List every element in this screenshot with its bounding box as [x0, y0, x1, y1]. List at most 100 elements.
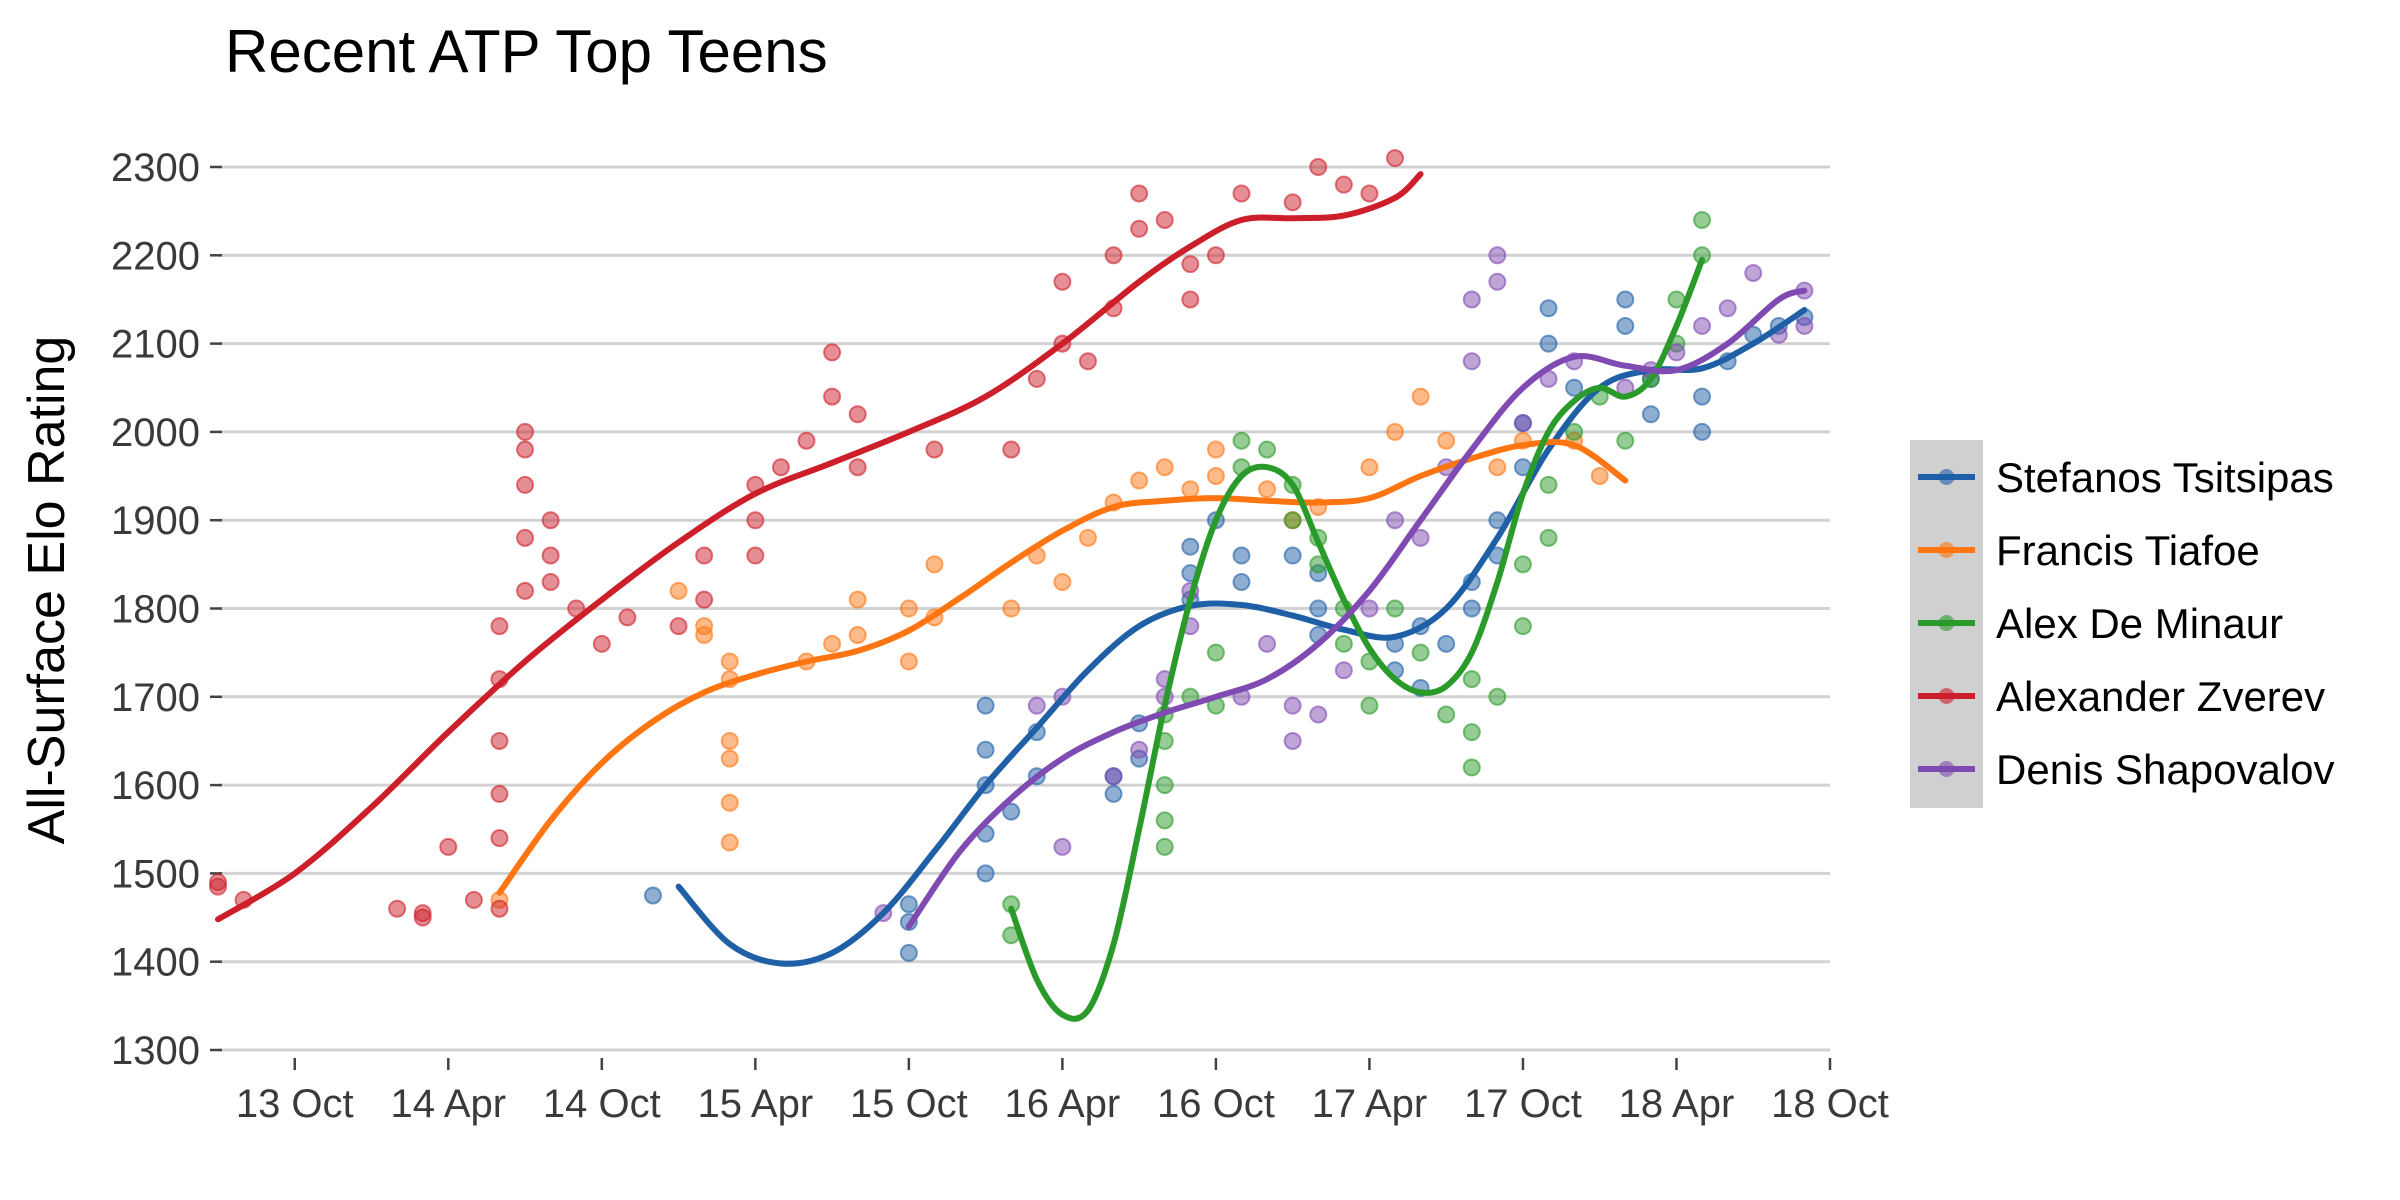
x-tick-label-2015-10: 15 Oct — [850, 1082, 968, 1126]
point-stefanos-tsitsipas-5 — [976, 740, 995, 759]
point-alexander-zverev-49 — [1181, 290, 1200, 309]
point-alexander-zverev-15 — [516, 440, 535, 459]
point-francis-tiafoe-34 — [1437, 431, 1456, 450]
point-alexander-zverev-34 — [823, 343, 842, 362]
chart-title: Recent ATP Top Teens — [225, 18, 828, 85]
point-alex-de-minaur-25 — [1462, 723, 1481, 742]
point-alex-de-minaur-5 — [1155, 811, 1174, 830]
point-alexander-zverev-17 — [516, 528, 535, 547]
point-alexander-zverev-32 — [797, 431, 816, 450]
point-denis-shapovalov-13 — [1283, 731, 1302, 750]
trend-line-stefanos-tsitsipas — [675, 307, 1808, 967]
legend-label-stefanos-tsitsipas: Stefanos Tsitsipas — [1996, 454, 2334, 501]
point-francis-tiafoe-6 — [720, 731, 739, 750]
point-denis-shapovalov-23 — [1488, 272, 1507, 291]
point-denis-shapovalov-3 — [1053, 837, 1072, 856]
point-stefanos-tsitsipas-30 — [1437, 634, 1456, 653]
x-tick-label-2018-04: 18 Apr — [1619, 1082, 1735, 1126]
legend-label-denis-shapovalov: Denis Shapovalov — [1996, 746, 2335, 793]
point-francis-tiafoe-21 — [1078, 528, 1097, 547]
point-stefanos-tsitsipas-13 — [1104, 784, 1123, 803]
point-denis-shapovalov-14 — [1309, 705, 1328, 724]
point-alex-de-minaur-14 — [1283, 511, 1302, 530]
y-tick-label-2300: 2300 — [111, 146, 200, 190]
point-alexander-zverev-45 — [1130, 219, 1149, 238]
point-francis-tiafoe-16 — [925, 555, 944, 574]
point-alexander-zverev-38 — [1002, 440, 1021, 459]
y-tick-label-2100: 2100 — [111, 323, 200, 367]
point-alex-de-minaur-11 — [1232, 431, 1251, 450]
point-francis-tiafoe-15 — [899, 652, 918, 671]
point-stefanos-tsitsipas-3 — [899, 943, 918, 962]
point-alex-de-minaur-30 — [1539, 528, 1558, 547]
point-francis-tiafoe-4 — [720, 652, 739, 671]
point-stefanos-tsitsipas-45 — [1693, 387, 1712, 406]
y-tick-label-1600: 1600 — [111, 764, 200, 808]
point-alexander-zverev-1 — [209, 877, 227, 896]
point-alexander-zverev-20 — [541, 546, 560, 565]
legend-key-point-alex-de-minaur — [1938, 615, 1955, 631]
x-tick-label-2015-04: 15 Apr — [698, 1082, 814, 1126]
point-alexander-zverev-19 — [541, 511, 560, 530]
y-tick-label-2000: 2000 — [111, 411, 200, 455]
trend-line-alexander-zverev — [215, 171, 1424, 923]
point-stefanos-tsitsipas-20 — [1232, 546, 1251, 565]
trend-line-francis-tiafoe — [496, 438, 1629, 896]
point-alexander-zverev-23 — [592, 634, 611, 653]
point-alexander-zverev-56 — [1386, 149, 1405, 168]
y-tick-label-1800: 1800 — [111, 588, 200, 632]
y-tick-label-1400: 1400 — [111, 941, 200, 985]
point-alex-de-minaur-22 — [1411, 643, 1430, 662]
point-francis-tiafoe-23 — [1130, 471, 1149, 490]
point-stefanos-tsitsipas-0 — [643, 886, 662, 905]
point-francis-tiafoe-26 — [1206, 467, 1225, 486]
x-tick-label-2018-10: 18 Oct — [1771, 1082, 1889, 1126]
y-tick-label-1300: 1300 — [111, 1029, 200, 1073]
point-alexander-zverev-25 — [669, 617, 688, 636]
trend-line-denis-shapovalov — [905, 287, 1808, 930]
point-alexander-zverev-42 — [1078, 352, 1097, 371]
legend-label-francis-tiafoe: Francis Tiafoe — [1996, 527, 2260, 574]
point-denis-shapovalov-11 — [1258, 634, 1277, 653]
point-alex-de-minaur-26 — [1462, 758, 1481, 777]
data-points — [209, 149, 1814, 962]
point-alexander-zverev-8 — [490, 899, 509, 918]
point-denis-shapovalov-31 — [1718, 299, 1737, 318]
legend-label-alex-de-minaur: Alex De Minaur — [1996, 600, 2283, 647]
point-alexander-zverev-33 — [823, 387, 842, 406]
point-francis-tiafoe-24 — [1155, 458, 1174, 477]
point-alexander-zverev-18 — [516, 581, 535, 600]
point-francis-tiafoe-3 — [695, 625, 714, 644]
point-stefanos-tsitsipas-24 — [1309, 599, 1328, 618]
point-alexander-zverev-26 — [695, 546, 714, 565]
point-denis-shapovalov-20 — [1462, 352, 1481, 371]
point-alexander-zverev-43 — [1104, 246, 1123, 265]
point-alexander-zverev-47 — [1155, 210, 1174, 229]
point-alex-de-minaur-28 — [1513, 617, 1532, 636]
legend-label-alexander-zverev: Alexander Zverev — [1996, 673, 2325, 720]
point-francis-tiafoe-28 — [1258, 480, 1277, 499]
point-francis-tiafoe-35 — [1488, 458, 1507, 477]
point-denis-shapovalov-12 — [1283, 696, 1302, 715]
point-francis-tiafoe-14 — [899, 599, 918, 618]
point-stefanos-tsitsipas-40 — [1616, 290, 1635, 309]
point-alex-de-minaur-4 — [1155, 776, 1174, 795]
point-francis-tiafoe-12 — [848, 590, 867, 609]
point-stefanos-tsitsipas-43 — [1641, 405, 1660, 424]
point-alexander-zverev-51 — [1232, 184, 1251, 203]
point-stefanos-tsitsipas-4 — [976, 696, 995, 715]
point-denis-shapovalov-17 — [1386, 511, 1405, 530]
point-alexander-zverev-3 — [388, 899, 407, 918]
point-stefanos-tsitsipas-32 — [1462, 599, 1481, 618]
point-stefanos-tsitsipas-41 — [1616, 316, 1635, 335]
point-denis-shapovalov-21 — [1462, 290, 1481, 309]
point-alexander-zverev-13 — [490, 617, 509, 636]
point-alexander-zverev-41 — [1053, 272, 1072, 291]
point-alex-de-minaur-31 — [1539, 475, 1558, 494]
point-denis-shapovalov-18 — [1411, 528, 1430, 547]
point-alexander-zverev-5 — [413, 908, 432, 927]
point-alex-de-minaur-21 — [1386, 599, 1405, 618]
legend-key-point-stefanos-tsitsipas — [1938, 469, 1955, 485]
legend-key-point-alexander-zverev — [1938, 688, 1955, 704]
